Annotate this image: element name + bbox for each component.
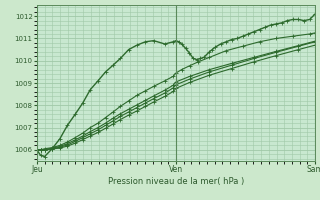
X-axis label: Pression niveau de la mer( hPa ): Pression niveau de la mer( hPa ) <box>108 177 244 186</box>
